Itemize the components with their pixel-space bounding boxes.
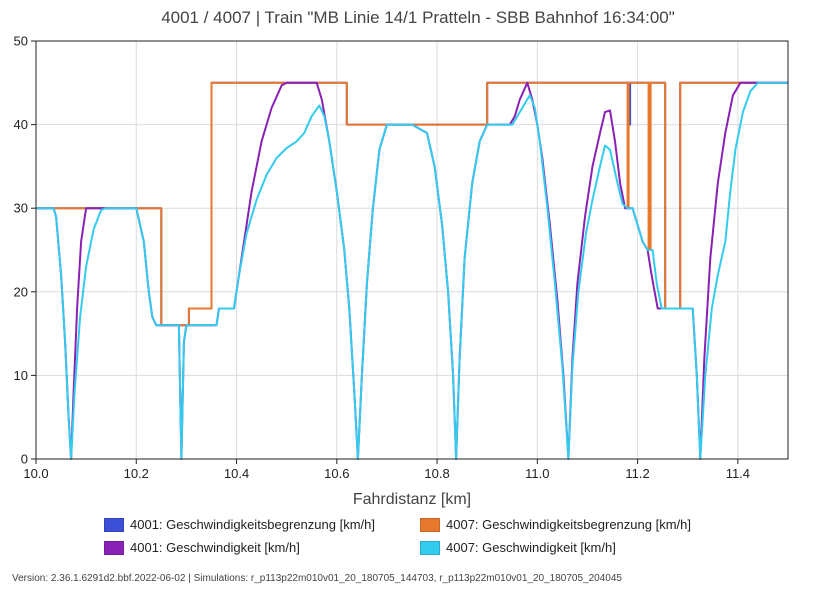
x-tick-label: 10.8 xyxy=(424,466,449,481)
series-line-4007-limit xyxy=(36,81,788,327)
legend-swatch-4001-limit xyxy=(104,517,124,532)
x-tick-label: 11.0 xyxy=(525,466,549,481)
legend-label-4007-speed: 4007: Geschwindigkeit [km/h] xyxy=(446,540,616,555)
y-tick-label: 10 xyxy=(14,368,28,383)
legend-swatch-4007-limit xyxy=(420,517,440,532)
y-tick-label: 50 xyxy=(14,34,28,49)
speed-lines xyxy=(36,81,788,460)
legend-item-4007-limit[interactable]: 4007: Geschwindigkeitsbegrenzung [km/h] xyxy=(420,517,691,532)
legend-swatch-4001-speed xyxy=(104,540,124,555)
x-tick-label: 11.2 xyxy=(625,466,649,481)
y-tick-label: 20 xyxy=(14,284,28,299)
y-tick-label: 30 xyxy=(14,201,28,216)
y-tick-label: 40 xyxy=(14,117,28,132)
x-tick-label: 10.4 xyxy=(224,466,249,481)
legend-item-4007-speed[interactable]: 4007: Geschwindigkeit [km/h] xyxy=(420,540,616,555)
version-footer: Version: 2.36.1.6291d2.bbf.2022-06-02 | … xyxy=(12,573,622,584)
plot-area-border xyxy=(35,40,789,460)
x-tick-label: 10.6 xyxy=(324,466,349,481)
axes: 10.0 10.2 10.4 10.6 10.8 11.0 11.2 11.4 0 10 20 30 4… xyxy=(14,34,751,482)
x-axis-label: Fahrdistanz [km] xyxy=(353,491,471,508)
grid-lines xyxy=(35,40,788,460)
speed-limit-lines xyxy=(36,81,788,327)
x-tick-label: 10.2 xyxy=(124,466,149,481)
x-tick-label: 10.0 xyxy=(23,466,48,481)
chart-title: 4001 / 4007 | Train "MB Linie 14/1 Pratt… xyxy=(161,8,675,27)
series-line-4001-speed xyxy=(36,81,788,460)
x-tick-label: 11.4 xyxy=(726,466,750,481)
y-tick-label: 0 xyxy=(21,452,28,467)
legend-item-4001-limit[interactable]: 4001: Geschwindigkeitsbegrenzung [km/h] xyxy=(104,517,375,532)
legend-item-4001-speed[interactable]: 4001: Geschwindigkeit [km/h] xyxy=(104,540,300,555)
legend-label-4007-limit: 4007: Geschwindigkeitsbegrenzung [km/h] xyxy=(446,517,691,532)
legend-label-4001-limit: 4001: Geschwindigkeitsbegrenzung [km/h] xyxy=(130,517,375,532)
series-line-4007-speed xyxy=(36,81,788,460)
legend-swatch-4007-speed xyxy=(420,540,440,555)
legend-label-4001-speed: 4001: Geschwindigkeit [km/h] xyxy=(130,540,300,555)
